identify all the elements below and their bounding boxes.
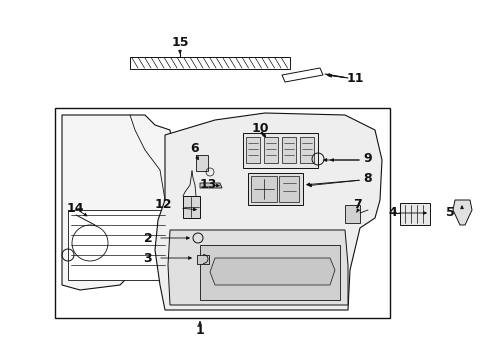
Text: 15: 15 [171, 36, 188, 49]
Bar [264, 137, 278, 163]
Text: 11: 11 [346, 72, 363, 85]
Text: 8: 8 [363, 171, 371, 184]
Bar [243, 133, 317, 168]
Text: 6: 6 [190, 141, 199, 154]
Bar [130, 57, 289, 69]
Bar [68, 210, 168, 280]
Polygon shape [200, 245, 339, 300]
Text: 3: 3 [143, 252, 152, 265]
Text: 14: 14 [66, 202, 83, 215]
Polygon shape [183, 196, 200, 218]
Bar [282, 137, 295, 163]
Polygon shape [200, 183, 222, 188]
Text: 10: 10 [251, 122, 268, 135]
Bar [196, 155, 207, 171]
Bar [245, 137, 260, 163]
Bar [345, 205, 359, 223]
Bar [399, 203, 429, 225]
Text: 2: 2 [143, 231, 152, 244]
Polygon shape [62, 115, 175, 290]
Text: 9: 9 [363, 152, 371, 165]
Bar [197, 255, 208, 264]
Polygon shape [168, 230, 347, 305]
Text: 4: 4 [388, 207, 397, 220]
Polygon shape [209, 258, 334, 285]
Text: 12: 12 [154, 198, 171, 211]
Text: 7: 7 [353, 198, 362, 211]
Bar [279, 176, 298, 202]
Text: 1: 1 [195, 324, 204, 337]
Bar [247, 173, 303, 205]
Polygon shape [282, 68, 323, 82]
Text: 13: 13 [199, 179, 216, 192]
Bar [250, 176, 276, 202]
Polygon shape [452, 200, 471, 225]
Bar [55, 108, 389, 318]
Bar [299, 137, 313, 163]
Text: 5: 5 [445, 207, 453, 220]
Polygon shape [155, 113, 381, 310]
